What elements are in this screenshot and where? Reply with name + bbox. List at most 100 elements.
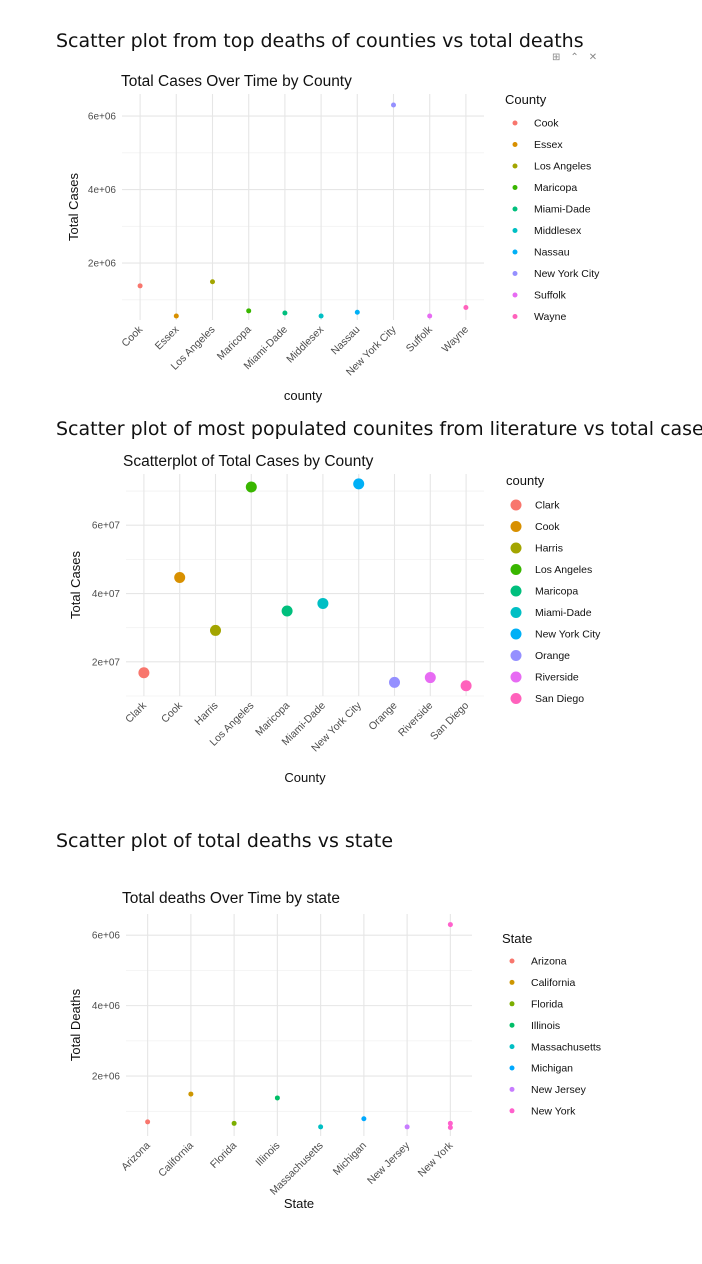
x-tick-label: Orange [366,700,399,733]
legend-label: New York [531,1106,576,1118]
data-point [447,922,453,928]
data-point [145,1119,151,1125]
legend-title: State [502,931,532,946]
y-tick-label: 6e+06 [88,112,117,123]
data-point [424,672,436,684]
x-tick-label: Middlesex [284,323,326,365]
legend-label: California [531,977,576,989]
x-tick-label: Michigan [331,1140,369,1178]
chart-toolbar: ⊞ ⌃ ✕ [552,52,597,63]
data-point [361,1116,367,1122]
legend-label: Clark [535,500,560,512]
data-point [210,279,215,285]
x-tick-label: Suffolk [404,323,436,355]
data-point [463,305,469,311]
y-tick-label: 4e+06 [92,1001,121,1012]
legend-label: Maricopa [534,182,577,194]
data-point [389,676,400,688]
legend-title: County [505,92,547,107]
x-tick-label: New York [416,1139,456,1179]
legend-label: Nassau [534,247,570,259]
data-point [318,313,324,319]
legend-swatch [509,1022,515,1028]
grid-lines [122,94,484,320]
data-point [460,680,472,692]
legend-swatch [512,249,518,255]
y-axis-label: Total Cases [68,551,83,619]
legend-label: Cook [535,521,560,533]
legend-swatch [512,228,518,233]
scatter-chart-populated-counties: Scatterplot of Total Cases by County 2e+0… [68,453,601,785]
x-tick-label: Harris [192,700,220,728]
legend-swatch [510,650,522,661]
x-tick-label: Nassau [329,324,363,358]
grid-lines [126,914,472,1136]
grid-lines [126,474,484,697]
legend-swatch [510,542,522,554]
legend-swatch [510,521,522,532]
legend-label: Arizona [531,956,567,968]
data-point [210,624,221,636]
data-point [245,481,257,493]
legend-swatch [509,958,515,964]
legend-label: Miami-Dade [534,204,591,216]
legend-swatch [512,292,518,298]
y-axis-label: Total Cases [66,173,81,241]
legend-swatch [512,206,518,212]
legend-swatch [509,1001,515,1007]
data-point [231,1120,237,1126]
legend-label: Maricopa [535,586,578,598]
legend-swatch [510,693,522,704]
legend-title: county [506,473,545,488]
grid-icon[interactable]: ⊞ [552,52,561,63]
legend-label: Wayne [534,311,566,323]
legend-label: Cook [534,118,559,130]
legend-swatch [512,271,518,276]
legend-label: Essex [534,139,563,151]
heading-populated-counties: Scatter plot of most populated counites … [56,418,702,440]
legend-label: Florida [531,999,563,1011]
legend-label: Los Angeles [535,564,592,576]
legend-label: Massachusetts [531,1041,601,1053]
chart-title: Total Cases Over Time by County [121,73,352,90]
legend-label: Illinois [531,1020,560,1032]
legend-label: Harris [535,543,563,555]
data-point [274,1095,280,1101]
x-tick-label: Wayne [440,324,471,355]
legend-swatch [510,585,522,597]
x-tick-label: Illinois [253,1140,282,1169]
legend-swatch [512,120,518,126]
chart-title: Scatterplot of Total Cases by County [123,453,374,470]
x-tick-label: San Diego [428,700,471,743]
data-point [447,1120,453,1126]
legend-swatch [509,1065,515,1071]
legend-swatch [510,499,522,511]
legend-swatch [512,185,518,190]
legend-label: Riverside [535,672,579,684]
scatter-chart-county-deaths: Total Cases Over Time by County 2e+06 4e+0… [66,73,600,403]
chart-title: Total deaths Over Time by state [122,890,340,907]
legend-label: Orange [535,650,570,662]
y-tick-label: 6e+06 [92,931,121,942]
legend-swatch [509,1086,515,1092]
close-icon[interactable]: ✕ [588,52,598,63]
data-point [354,309,360,315]
legend-label: New Jersey [531,1084,587,1096]
data-point [318,1124,324,1130]
legend-swatch [509,1044,515,1050]
data-point [282,310,288,316]
scatter-chart-state-deaths: Total deaths Over Time by state 2e+06 4e+0… [68,890,601,1211]
legend-label: Michigan [531,1063,573,1075]
y-tick-label: 2e+06 [88,259,117,270]
x-tick-label: Florida [208,1140,239,1171]
data-point [173,313,179,319]
y-tick-label: 2e+06 [92,1072,121,1083]
collapse-icon[interactable]: ⌃ [570,52,579,63]
legend-label: Suffolk [534,290,567,302]
data-point [427,313,433,319]
x-tick-label: Essex [153,323,182,352]
legend-swatch [510,628,522,640]
legend-swatch [512,163,518,169]
data-point [137,283,143,289]
legend-label: Miami-Dade [535,607,592,619]
